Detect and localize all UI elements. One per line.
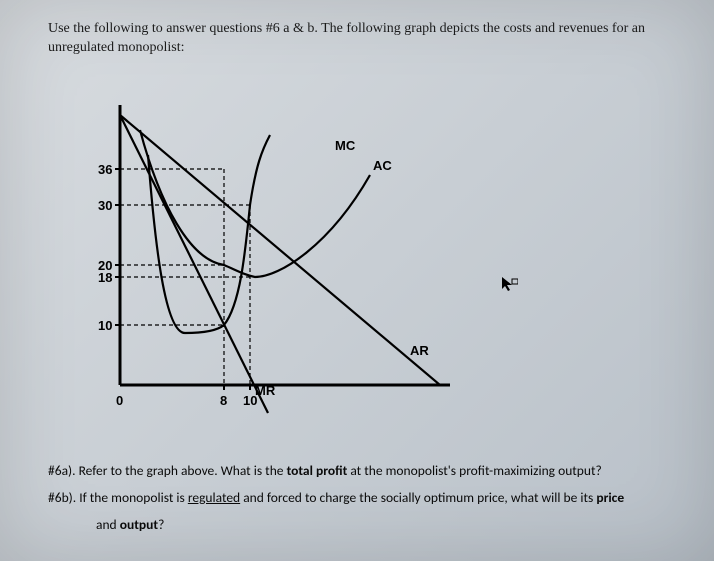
question-6b-line1: #6b). If the monopolist is regulated and… [48,487,684,510]
question-6b-line2: and output? [48,514,684,537]
mr-curve [120,115,268,413]
cursor-icon [500,275,518,298]
ytick-10: 10 [98,318,112,333]
ytick-30: 30 [98,198,112,213]
intro-text: Use the following to answer questions #6… [48,20,684,58]
monopolist-graph: 36 30 20 18 10 0 8 10 A [70,95,470,425]
mr-label: MR [255,383,276,398]
mc-curve [148,135,270,333]
xtick-8: 8 [220,393,227,408]
mc-label: MC [335,138,356,153]
ar-curve [120,115,440,385]
ac-label: AC [373,158,392,173]
ar-label: AR [410,343,429,358]
ytick-18: 18 [98,270,112,285]
xtick-0: 0 [116,393,123,408]
question-6a: #6a). Refer to the graph above. What is … [48,460,684,483]
ytick-36: 36 [98,162,112,177]
questions-block: #6a). Refer to the graph above. What is … [48,460,684,541]
